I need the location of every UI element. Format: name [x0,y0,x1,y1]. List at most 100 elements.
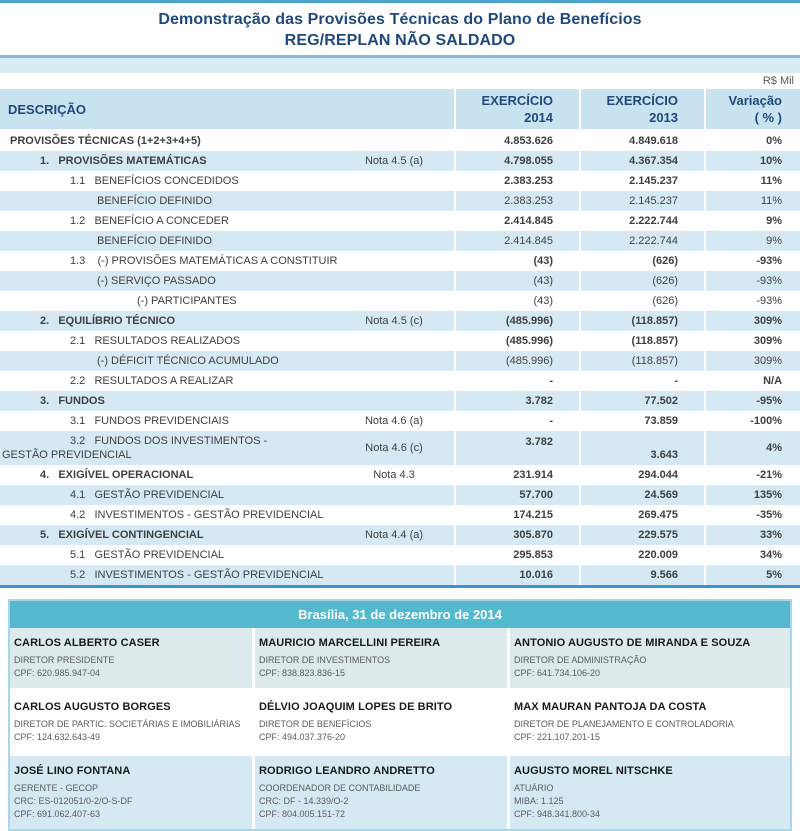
signatures: CARLOS ALBERTO CASER DIRETOR PRESIDENTE CP… [10,628,790,829]
signer-name: MAX MAURAN PANTOJA DA COSTA [514,701,707,713]
column-header-variacao: Variação ( % ) [704,89,800,131]
cell-nota [340,171,455,191]
cell-exercicio-2013: 2.222.744 [579,211,706,231]
signer-detail: CPF: 804.005.151-72 [259,809,346,819]
table-row: 3.1 FUNDOS PREVIDENCIAIS Nota 4.6 (a) -73.… [0,411,800,431]
cell-exercicio-2014: 231.914 [454,465,581,485]
cell-descricao: 3.1 FUNDOS PREVIDENCIAIS [70,415,229,427]
cell-descricao: 2. EQUILÍBRIO TÉCNICO [0,311,340,331]
signer-detail: COORDENADOR DE CONTABILIDADE [259,783,421,793]
signature-section: Brasília, 31 de dezembro de 2014 CARLOS … [8,599,792,831]
table-row: 4.1 GESTÃO PREVIDENCIAL 57.700 24.569 135% [0,485,800,505]
cell-nota [340,351,456,371]
cell-variacao: 9% [704,211,800,231]
cell-exercicio-2013: 2.222.744 [579,231,706,251]
cell-exercicio-2014: (43) [454,271,581,291]
cell-exercicio-2013: 3.643 [579,431,706,465]
cell-exercicio-2013: - [579,371,706,391]
table-row: 4.2 INVESTIMENTOS - GESTÃO PREVIDENCIAL 1… [0,505,800,525]
signer-name: JOSÉ LINO FONTANA [14,765,131,777]
cell-descricao: 5.2 INVESTIMENTOS - GESTÃO PREVIDENCIAL [0,565,340,585]
table-row: PROVISÕES TÉCNICAS (1+2+3+4+5) 4.853.626 4… [0,130,800,151]
cell-descricao: 1.2 BENEFÍCIO A CONCEDER [70,215,229,227]
top-divider [0,0,800,3]
cell-variacao: 34% [704,545,800,565]
cell-variacao: -35% [704,505,800,525]
cell-descricao: 4. EXIGÍVEL OPERACIONAL [40,469,194,481]
cell-exercicio-2014: 2.383.253 [454,171,581,191]
table-row: 1.1 BENEFÍCIOS CONCEDIDOS 2.383.253 2.145.… [0,171,800,191]
cell-exercicio-2014: 4.853.626 [454,130,581,151]
cell-exercicio-2013: 24.569 [579,485,706,505]
table-row: 1. PROVISÕES MATEMÁTICAS Nota 4.5 (a) 4.79… [0,151,800,171]
signature-block: JOSÉ LINO FONTANA GERENTE - GECOP CRC: ES-… [10,756,252,829]
cell-variacao: -93% [704,251,800,271]
cell-variacao: 309% [704,351,800,371]
signer-detail: ATUÁRIO [514,783,554,793]
cell-descricao: PROVISÕES TÉCNICAS (1+2+3+4+5) [10,135,201,147]
signature-block: CARLOS AUGUSTO BORGES DIRETOR DE PARTIC. … [10,692,252,752]
cell-variacao: -93% [704,291,800,311]
table-row: (-) PARTICIPANTES (43) (626) -93% [0,291,800,311]
cell-descricao: 5.1 GESTÃO PREVIDENCIAL [70,549,225,561]
cell-exercicio-2013: (626) [579,271,706,291]
signer-detail: DIRETOR DE PLANEJAMENTO E CONTROLADORIA [514,719,734,729]
cell-descricao: (-) PARTICIPANTES [137,295,237,307]
cell-nota: Nota 4.3 [373,469,415,481]
cell-exercicio-2013: 294.044 [579,465,706,485]
cell-exercicio-2014: 3.782 [454,431,581,465]
cell-nota [340,545,455,565]
signer-detail: CPF: 221.107.201-15 [514,732,601,742]
cell-descricao: 3.2 FUNDOS DOS INVESTIMENTOS - GESTÃO PR… [0,431,340,465]
cell-exercicio-2013: 4.849.618 [579,130,706,151]
signer-detail: GERENTE - GECOP [14,783,99,793]
cell-exercicio-2014: 4.798.055 [454,151,581,171]
cell-exercicio-2014: - [454,411,581,431]
column-header-descricao: DESCRIÇÃO [0,89,456,131]
signer-detail: CPF: 620.985.947-04 [14,668,101,678]
cell-nota [340,231,456,251]
cell-descricao: (-) SERVIÇO PASSADO [0,271,340,291]
table-row: 4. EXIGÍVEL OPERACIONAL Nota 4.3 231.914 29… [0,465,800,485]
signer-name: ANTONIO AUGUSTO DE MIRANDA E SOUZA [514,637,751,649]
provisions-table-body: PROVISÕES TÉCNICAS (1+2+3+4+5) 4.853.626 4… [0,130,800,585]
cell-variacao: 309% [704,331,800,351]
page-title: Demonstração das Provisões Técnicas do P… [0,9,800,51]
cell-exercicio-2013: 77.502 [579,391,706,411]
signer-name: AUGUSTO MOREL NITSCHKE [514,765,673,777]
signer-detail: MIBA: 1.125 [514,796,564,806]
cell-nota [340,485,456,505]
cell-nota: Nota 4.5 (c) [340,311,456,331]
cell-exercicio-2014: 57.700 [454,485,581,505]
signer-detail: DIRETOR DE BENEFÍCIOS [259,719,372,729]
cell-exercicio-2013: 2.145.237 [579,171,706,191]
table-row: 3.2 FUNDOS DOS INVESTIMENTOS - GESTÃO PR… [0,431,800,465]
cell-variacao: -21% [704,465,800,485]
signature-row: CARLOS ALBERTO CASER DIRETOR PRESIDENTE CP… [10,628,790,688]
signature-block: RODRIGO LEANDRO ANDRETTO COORDENADOR DE C… [255,756,507,829]
signer-detail: CPF: 691.062.407-63 [14,809,101,819]
signature-block: DÉLVIO JOAQUIM LOPES DE BRITO DIRETOR DE … [255,692,507,752]
cell-exercicio-2014: 2.383.253 [454,191,581,211]
cell-nota: Nota 4.6 (a) [364,415,424,427]
cell-variacao: 11% [704,191,800,211]
cell-variacao: 5% [704,565,800,585]
cell-exercicio-2013: 220.009 [579,545,706,565]
cell-nota: Nota 4.4 (a) [340,525,456,545]
cell-variacao: 309% [704,311,800,331]
cell-exercicio-2013: 229.575 [579,525,706,545]
cell-exercicio-2013: (626) [579,251,706,271]
cell-exercicio-2014: 3.782 [454,391,581,411]
cell-exercicio-2014: (485.996) [454,351,581,371]
cell-exercicio-2014: (43) [454,251,581,271]
table-row: (-) SERVIÇO PASSADO (43) (626) -93% [0,271,800,291]
signer-detail: CPF: 494.037.376-20 [259,732,346,742]
cell-variacao: 4% [704,431,800,465]
cell-descricao: 3. FUNDOS [0,391,340,411]
signer-detail: DIRETOR DE INVESTIMENTOS [259,655,391,665]
cell-exercicio-2014: 2.414.845 [454,211,581,231]
table-row: 2. EQUILÍBRIO TÉCNICO Nota 4.5 (c) (485.99… [0,311,800,331]
cell-nota [340,211,455,231]
signature-row: JOSÉ LINO FONTANA GERENTE - GECOP CRC: ES-… [10,756,790,829]
cell-exercicio-2013: (118.857) [579,331,706,351]
